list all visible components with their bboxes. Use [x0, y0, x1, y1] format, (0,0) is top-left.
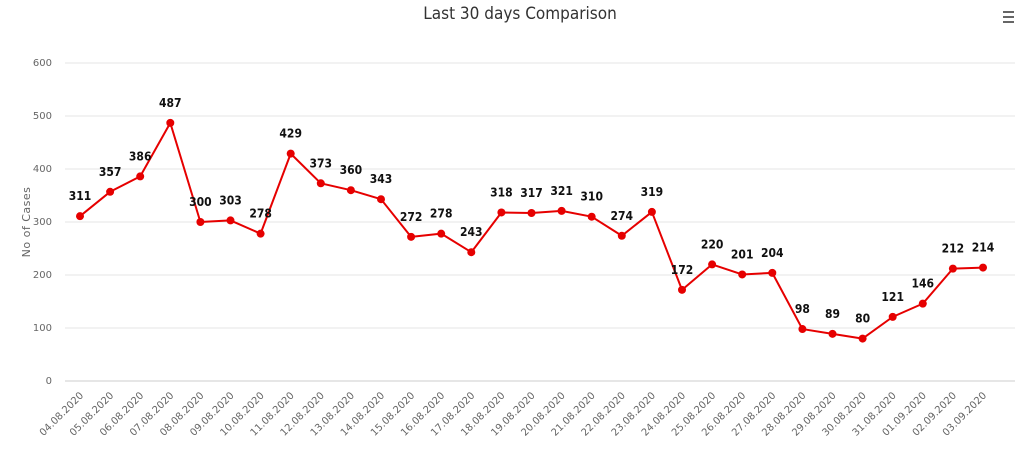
data-label: 321 [550, 184, 573, 198]
data-label: 146 [912, 277, 935, 291]
data-point[interactable] [678, 285, 686, 294]
series-line-path [79, 121, 984, 340]
data-label: 310 [580, 190, 603, 204]
y-tick-label: 300 [33, 217, 52, 228]
data-point[interactable] [798, 325, 807, 334]
data-label: 343 [370, 172, 393, 186]
data-label: 201 [731, 247, 754, 261]
x-axis-ticks: 04.08.202005.08.202006.08.202007.08.2020… [38, 390, 989, 438]
data-points [76, 118, 987, 343]
data-label: 98 [795, 302, 810, 316]
y-tick-label: 500 [33, 111, 52, 122]
data-label: 212 [942, 242, 965, 256]
data-label: 214 [972, 241, 995, 255]
data-point[interactable] [196, 218, 205, 226]
data-label: 386 [129, 149, 152, 163]
data-point[interactable] [948, 264, 957, 273]
data-label: 303 [219, 193, 242, 207]
data-point[interactable] [166, 118, 175, 127]
data-point[interactable] [467, 248, 476, 257]
data-label: 317 [520, 186, 543, 200]
data-label: 278 [430, 207, 453, 221]
y-axis-ticks: 0 100 200 300 400 500 600 [33, 58, 52, 387]
y-axis-label: No of Cases [20, 187, 33, 258]
data-label: 243 [460, 225, 483, 239]
data-point[interactable] [888, 312, 897, 321]
data-point[interactable] [407, 232, 416, 241]
data-point[interactable] [587, 212, 596, 221]
data-point[interactable] [226, 216, 235, 225]
data-point[interactable] [106, 187, 115, 196]
y-tick-label: 400 [33, 164, 52, 175]
data-label: 80 [855, 312, 870, 326]
data-label: 300 [189, 195, 212, 209]
data-label: 278 [249, 207, 272, 221]
data-point[interactable] [858, 334, 867, 343]
y-tick-label: 600 [33, 58, 52, 69]
data-point[interactable] [979, 263, 987, 272]
data-point[interactable] [346, 186, 355, 195]
data-label: 89 [825, 307, 840, 321]
data-label: 319 [641, 185, 664, 199]
data-point[interactable] [437, 229, 446, 238]
data-label: 311 [69, 189, 92, 203]
data-point[interactable] [377, 195, 385, 204]
y-tick-label: 200 [33, 270, 52, 281]
data-label: 274 [611, 209, 634, 223]
data-label: 318 [490, 185, 513, 199]
data-point[interactable] [497, 208, 506, 217]
data-label: 220 [701, 237, 724, 251]
data-label: 204 [761, 246, 784, 260]
data-label: 429 [279, 127, 302, 141]
data-point[interactable] [76, 212, 84, 221]
hamburger-menu-icon[interactable] [1003, 11, 1014, 23]
grid-lines [65, 62, 1015, 382]
data-point[interactable] [557, 206, 566, 215]
data-point[interactable] [708, 260, 717, 269]
data-label: 272 [400, 210, 423, 224]
data-point[interactable] [738, 270, 747, 279]
series-line [79, 121, 984, 340]
data-labels: 311 357 386 487 300 303 278 429 373 360 343 272 278 2… [69, 96, 995, 326]
data-label: 360 [340, 163, 363, 177]
data-label: 121 [881, 290, 904, 304]
data-point[interactable] [768, 268, 777, 277]
y-tick-label: 100 [33, 323, 52, 334]
y-tick-label: 0 [46, 376, 52, 387]
data-point[interactable] [136, 172, 145, 181]
data-label: 373 [310, 156, 333, 170]
data-point[interactable] [918, 299, 927, 308]
data-label: 172 [671, 263, 694, 277]
data-point[interactable] [256, 229, 265, 238]
data-label: 357 [99, 165, 122, 179]
data-point[interactable] [316, 179, 325, 188]
data-point[interactable] [617, 231, 626, 240]
chart-title: Last 30 days Comparison [423, 4, 617, 24]
data-point[interactable] [527, 208, 536, 217]
data-label: 487 [159, 96, 182, 110]
data-point[interactable] [828, 329, 837, 338]
data-point[interactable] [647, 207, 656, 216]
data-point[interactable] [286, 149, 295, 158]
